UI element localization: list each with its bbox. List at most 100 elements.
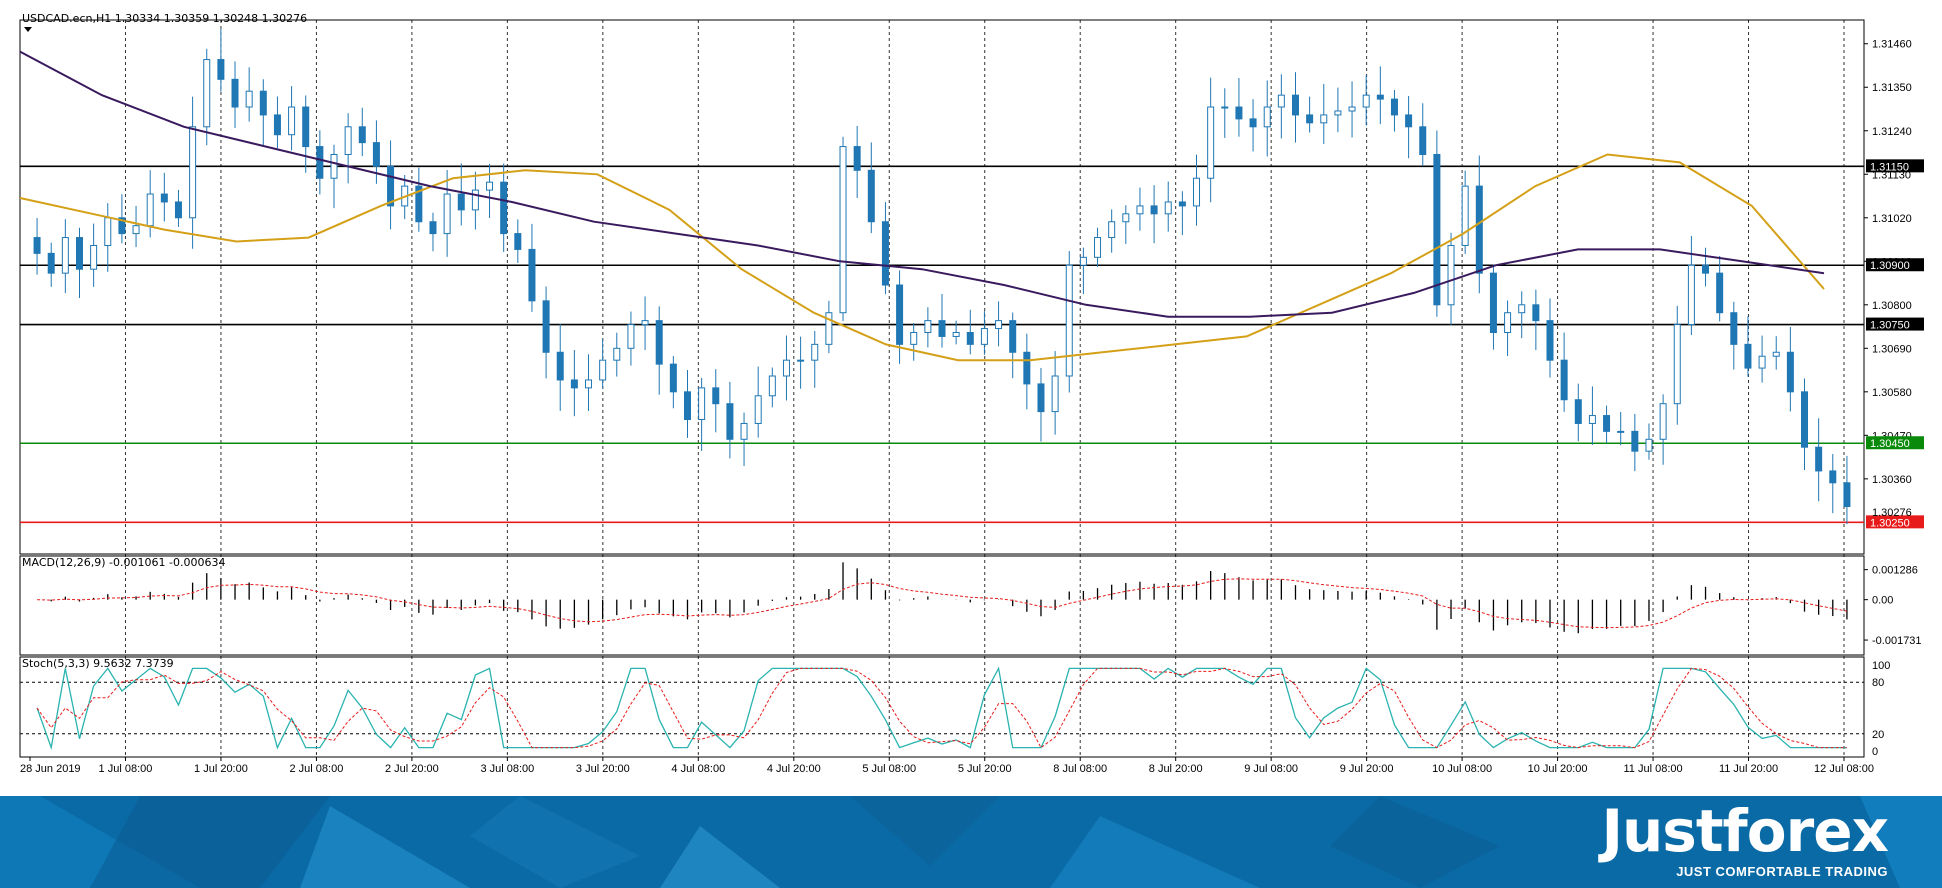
- y-tick-label: 1.30690: [1872, 343, 1912, 355]
- x-tick-label: 5 Jul 08:00: [862, 763, 916, 775]
- x-tick-label: 28 Jun 2019: [20, 763, 81, 775]
- candle-body: [556, 351, 564, 381]
- x-tick-label: 5 Jul 20:00: [958, 763, 1012, 775]
- candle-body: [1051, 375, 1059, 413]
- candle-body: [1291, 94, 1299, 116]
- current-price-label: 1.30276: [1872, 507, 1912, 519]
- candle-body: [174, 201, 182, 219]
- y-tick-label: 1.31020: [1872, 213, 1912, 225]
- candle-body: [1376, 94, 1384, 100]
- y-tick-label: 1.30580: [1872, 387, 1912, 399]
- candle-body: [486, 181, 494, 191]
- candle-body: [599, 359, 607, 381]
- candle-body: [1574, 399, 1582, 424]
- stoch-label: Stoch(5,3,3) 9.5632 7.3739: [22, 657, 174, 670]
- candle-body: [811, 343, 819, 361]
- price-chart: 28 Jun 2019 1 Jul 08:00 1 Jul 20:00 2 Jul 0…: [19, 19, 1924, 775]
- candle-body: [118, 217, 126, 235]
- candle-body: [896, 284, 904, 345]
- candle-body: [1461, 185, 1469, 246]
- candle-body: [1546, 320, 1554, 361]
- candle-body: [231, 78, 239, 108]
- brand-block: Justforex JUST COMFORTABLE TRADING: [1601, 797, 1889, 879]
- candle-body: [1405, 114, 1413, 128]
- brand-logo-text: Justforex: [1601, 797, 1889, 865]
- candle-body: [613, 347, 621, 361]
- candle-body: [75, 237, 83, 270]
- stoch-tick-label: 100: [1872, 660, 1890, 672]
- brand-tagline: JUST COMFORTABLE TRADING: [1676, 864, 1888, 879]
- candle-body: [1504, 312, 1512, 333]
- x-tick-label: 3 Jul 08:00: [480, 763, 534, 775]
- candle-body: [1730, 312, 1738, 345]
- candle-body: [1079, 256, 1087, 266]
- candle-body: [1843, 482, 1851, 508]
- candle-body: [1489, 272, 1497, 333]
- candle-body: [387, 165, 395, 207]
- candle-body: [797, 359, 805, 362]
- candle-body: [302, 106, 310, 148]
- candle-body: [1631, 430, 1639, 452]
- level-label: 1.30900: [1870, 260, 1910, 272]
- x-tick-label: 1 Jul 08:00: [99, 763, 153, 775]
- candle-body: [740, 422, 748, 440]
- footer-banner: [0, 796, 1942, 888]
- chart-window: 28 Jun 2019 1 Jul 08:00 1 Jul 20:00 2 Jul 0…: [19, 12, 1924, 775]
- x-tick-label: 4 Jul 08:00: [671, 763, 725, 775]
- y-tick-label: 1.31240: [1872, 126, 1912, 138]
- y-tick-label: 1.31350: [1872, 82, 1912, 94]
- candle-body: [669, 363, 677, 393]
- candle-body: [1560, 359, 1568, 401]
- candle-body: [1249, 118, 1257, 128]
- candle-body: [146, 193, 154, 227]
- candle-body: [938, 320, 946, 337]
- candle-body: [1136, 205, 1144, 215]
- x-tick-label: 11 Jul 20:00: [1719, 763, 1778, 775]
- candle-body: [217, 59, 225, 80]
- candle-body: [1023, 351, 1031, 385]
- x-tick-label: 8 Jul 20:00: [1149, 763, 1203, 775]
- candle-body: [782, 359, 790, 377]
- candle-body: [245, 90, 253, 108]
- level-tag: [1866, 258, 1924, 272]
- x-tick-label: 1 Jul 20:00: [194, 763, 248, 775]
- macd-histogram: [50, 562, 1848, 634]
- level-label: 1.30750: [1870, 320, 1910, 332]
- candle-body: [924, 320, 932, 333]
- candle-body: [1108, 221, 1116, 239]
- candle-body: [514, 233, 522, 250]
- candle-body: [415, 185, 423, 223]
- macd-tick-label: 0.001286: [1872, 565, 1918, 577]
- candle-body: [1122, 213, 1130, 223]
- panel-frame-1: [19, 555, 1865, 656]
- candle-body: [1772, 351, 1780, 357]
- candle-body: [1744, 343, 1752, 369]
- candle-body: [825, 312, 833, 345]
- candle-body: [980, 328, 988, 345]
- candle-body: [104, 217, 112, 246]
- candle-body: [627, 324, 635, 349]
- candle-body: [189, 126, 197, 219]
- x-tick-label: 3 Jul 20:00: [576, 763, 630, 775]
- y-tick-label: 1.30360: [1872, 474, 1912, 486]
- candle-body: [1306, 114, 1314, 124]
- candle-body: [1221, 106, 1229, 109]
- candle-body: [641, 320, 649, 326]
- candle-body: [853, 146, 861, 171]
- candle-body: [61, 237, 69, 274]
- candle-body: [344, 126, 352, 155]
- candle-body: [712, 387, 720, 405]
- candle-body: [1447, 244, 1455, 306]
- candle-body: [754, 395, 762, 424]
- candle-body: [471, 189, 479, 211]
- candle-body: [457, 193, 465, 211]
- candle-body: [1164, 201, 1172, 215]
- x-tick-label: 2 Jul 20:00: [385, 763, 439, 775]
- candle-body: [1094, 237, 1102, 258]
- symbol-dropdown-icon: [24, 27, 32, 32]
- x-tick-label: 2 Jul 08:00: [290, 763, 344, 775]
- candle-body: [570, 379, 578, 389]
- candle-body: [1178, 201, 1186, 207]
- candle-body: [1617, 430, 1625, 433]
- x-tick-label: 12 Jul 08:00: [1814, 763, 1874, 775]
